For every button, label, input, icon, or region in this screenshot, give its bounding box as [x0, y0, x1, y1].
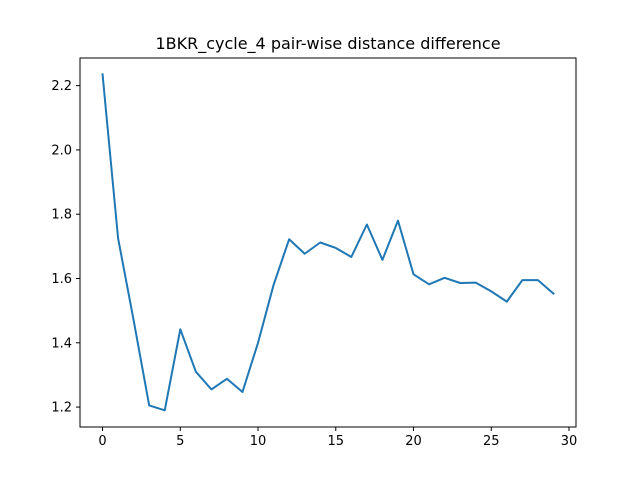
plot-area-frame	[79, 57, 577, 428]
series-layer	[101, 73, 555, 412]
x-tick-label: 30	[561, 434, 578, 449]
y-tick-label: 2.0	[51, 143, 72, 158]
x-axis-ticks: 0 5 10 15 20 25 30	[98, 427, 577, 449]
y-tick-label: 1.4	[51, 336, 72, 351]
x-tick-label: 20	[405, 434, 422, 449]
x-tick-label: 5	[176, 434, 184, 449]
x-tick-label: 15	[328, 434, 345, 449]
y-tick-label: 1.8	[51, 208, 72, 223]
y-tick-label: 2.2	[51, 79, 72, 94]
y-tick-label: 1.2	[51, 401, 72, 416]
x-tick-label: 25	[483, 434, 500, 449]
chart-title: 1BKR_cycle_4 pair-wise distance differen…	[155, 34, 500, 54]
y-axis-ticks: 1.2 1.4 1.6 1.8 2.0 2.2	[51, 79, 80, 416]
x-tick-label: 10	[250, 434, 267, 449]
series-line-0	[101, 73, 555, 412]
y-tick-label: 1.6	[51, 272, 72, 287]
x-tick-label: 0	[98, 434, 106, 449]
